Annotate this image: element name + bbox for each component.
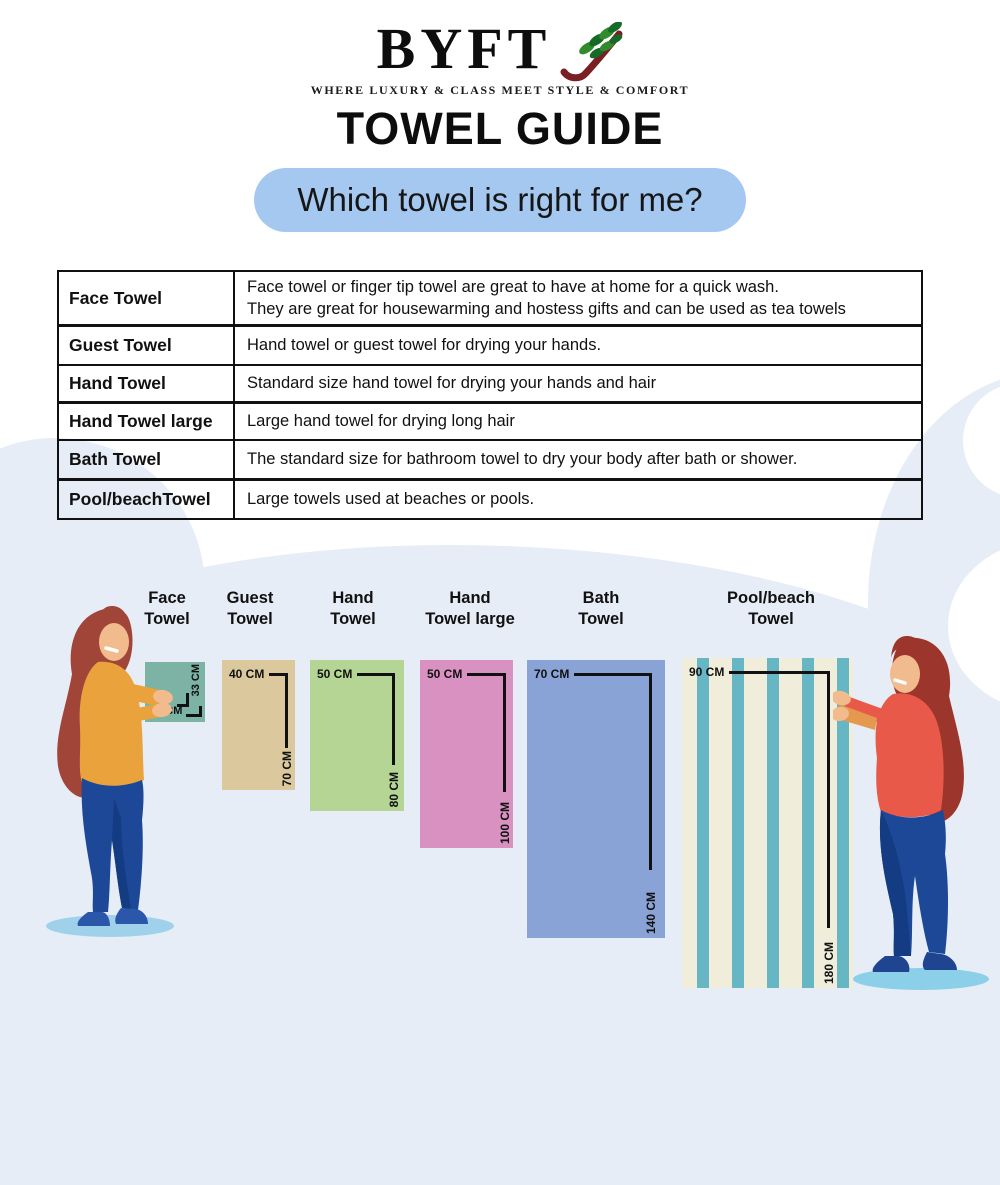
dimension-line	[269, 672, 288, 676]
brand-logo-text: BYFT	[376, 16, 552, 81]
width-dimension: 50 CM	[427, 667, 506, 681]
row-label: Hand Towel	[59, 365, 235, 402]
dimension-line	[285, 674, 288, 748]
size-header-bath: Bath Towel	[556, 588, 646, 631]
leaf-branch-icon	[560, 22, 623, 82]
size-header-guest: Guest Towel	[205, 588, 295, 631]
dimension-line	[729, 670, 830, 674]
height-dimension-label: 33 CM	[190, 664, 202, 697]
row-description: Standard size hand towel for drying your…	[235, 366, 921, 402]
row-description: Large towels used at beaches or pools.	[235, 480, 921, 518]
table-row: Hand Towel large Large hand towel for dr…	[57, 401, 923, 442]
dimension-line	[467, 672, 506, 676]
dimension-line	[649, 674, 652, 870]
towel-guide-table: Face Towel Face towel or finger tip towe…	[57, 270, 923, 521]
header-line: Towel	[330, 610, 376, 629]
row-description: The standard size for bathroom towel to …	[235, 441, 921, 479]
row-description-line: Large hand towel for drying long hair	[247, 411, 515, 430]
dimension-line	[503, 674, 506, 792]
row-description-line: The standard size for bathroom towel to …	[247, 450, 798, 469]
dimension-bracket	[177, 693, 189, 707]
table-row: Hand Towel Standard size hand towel for …	[57, 363, 923, 404]
row-description-line: Large towels used at beaches or pools.	[247, 489, 535, 508]
row-label: Guest Towel	[59, 326, 235, 365]
header-line: Towel	[144, 610, 190, 629]
header-line: Towel	[578, 610, 624, 629]
width-dimension: 70 CM	[534, 667, 652, 681]
towel-swatch-pool-beach: 90 CM 180 CM	[682, 658, 853, 988]
figure-shadow	[853, 968, 989, 990]
table-row: Guest Towel Hand towel or guest towel fo…	[57, 324, 923, 367]
table-row: Face Towel Face towel or finger tip towe…	[57, 270, 923, 327]
size-header-hand-large: Hand Towel large	[415, 588, 525, 631]
dimension-line	[574, 672, 652, 676]
brand-logo: BYFT	[0, 20, 1000, 82]
row-description-line: They are great for housewarming and host…	[247, 300, 846, 319]
width-dimension-label: 90 CM	[689, 665, 725, 679]
size-header-hand: Hand Towel	[308, 588, 398, 631]
height-dimension-label: 80 CM	[387, 771, 401, 807]
size-header-face: Face Towel	[122, 588, 212, 631]
header-line: Towel	[227, 610, 273, 629]
header-line: Guest	[226, 589, 274, 607]
header-line: Pool/beach	[726, 589, 816, 607]
width-dimension-label: 50 CM	[427, 667, 463, 681]
row-description: Large hand towel for drying long hair	[235, 403, 921, 439]
header-line: Hand	[332, 589, 374, 607]
width-dimension: 90 CM	[689, 665, 830, 679]
woman-left-illustration	[46, 606, 174, 937]
table-row: Pool/beachTowel Large towels used at bea…	[57, 478, 923, 521]
row-label: Face Towel	[59, 272, 235, 325]
row-label: Hand Towel large	[59, 403, 235, 440]
towel-guide-page: { "brand": { "logo_text": "BYFT", "tagli…	[0, 19, 1000, 1185]
row-description-line: Face towel or finger tip towel are great…	[247, 278, 779, 296]
page-title: TOWEL GUIDE	[336, 103, 664, 154]
height-dimension-label: 140 CM	[644, 891, 658, 934]
woman-right-illustration	[833, 636, 989, 990]
width-dimension: 50 CM	[317, 667, 395, 681]
towel-swatch-hand-large: 50 CM 100 CM	[420, 660, 513, 848]
row-label: Pool/beachTowel	[59, 480, 235, 519]
header-line: Bath	[582, 589, 620, 607]
row-label: Bath Towel	[59, 440, 235, 479]
header-line: Hand	[449, 589, 491, 607]
row-description: Face towel or finger tip towel are great…	[235, 272, 921, 325]
table-row: Bath Towel The standard size for bathroo…	[57, 438, 923, 481]
dimension-line	[357, 672, 395, 676]
dimension-bracket	[186, 706, 203, 717]
header-line: Towel large	[425, 610, 515, 629]
header-line: Face	[148, 589, 186, 607]
width-dimension-label: 50 CM	[317, 667, 353, 681]
size-header-pool: Pool/beach Towel	[716, 588, 826, 631]
dimension-line	[392, 674, 395, 765]
towel-swatch-bath: 70 CM 140 CM	[527, 660, 665, 938]
width-dimension: 40 CM	[229, 667, 288, 681]
width-dimension-label: 70 CM	[534, 667, 570, 681]
height-dimension-label: 100 CM	[498, 801, 512, 844]
dimension-line	[827, 672, 830, 928]
header-line: Towel	[748, 610, 794, 629]
height-dimension-label: 70 CM	[280, 750, 294, 786]
towel-swatch-hand: 50 CM 80 CM	[310, 660, 404, 811]
row-description-line: Standard size hand towel for drying your…	[247, 374, 657, 393]
towel-swatch-guest: 40 CM 70 CM	[222, 660, 295, 790]
width-dimension-label: 40 CM	[229, 667, 265, 681]
row-description-line: Hand towel or guest towel for drying you…	[247, 335, 602, 354]
question-banner: Which towel is right for me?	[254, 168, 746, 232]
brand-tagline: WHERE LUXURY & CLASS MEET STYLE & COMFOR…	[310, 83, 690, 97]
row-description: Hand towel or guest towel for drying you…	[235, 326, 921, 364]
